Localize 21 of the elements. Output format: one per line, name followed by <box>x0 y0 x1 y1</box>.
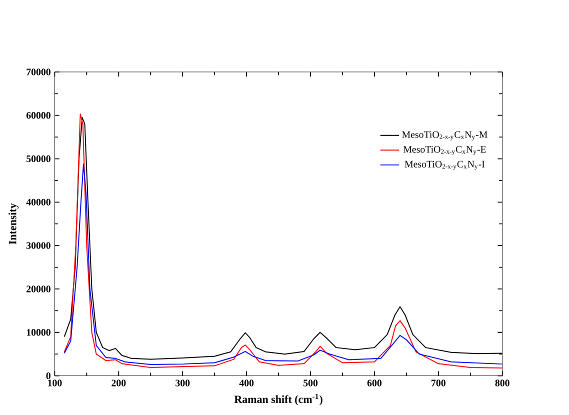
x-tick-label: 500 <box>303 380 318 386</box>
x-tick-label: 600 <box>367 380 382 386</box>
x-tick-label: 700 <box>432 380 446 386</box>
y-tick-label: 40000 <box>26 198 50 206</box>
y-tick-label: 10000 <box>26 329 50 336</box>
y-tick-label: 70000 <box>26 68 50 76</box>
legend-label: MesoTiO$_{2-x-y}$C$_{x}$N$_{y}$-E <box>403 146 486 156</box>
x-tick-label: 400 <box>239 380 254 386</box>
x-axis-title: Raman shift (cm$^{-1}$) <box>234 394 322 406</box>
x-tick-label: 300 <box>176 380 190 386</box>
y-tick-label: 20000 <box>26 286 50 292</box>
x-tick-label: 800 <box>495 380 510 386</box>
y-tick-label: 50000 <box>26 155 50 162</box>
x-tick-label: 100 <box>48 380 62 386</box>
y-tick-label: 30000 <box>26 242 50 249</box>
x-tick-label: 200 <box>112 380 126 386</box>
legend-label: MesoTiO$_{2-x-y}$C$_{x}$N$_{y}$-I <box>404 160 485 170</box>
y-tick-label: 0 <box>46 372 50 380</box>
y-axis-title: Intensity <box>8 203 19 244</box>
y-tick-label: 60000 <box>26 112 50 119</box>
legend-label: MesoTiO$_{2-x-y}$C$_{x}$N$_{y}$-M <box>402 131 488 140</box>
